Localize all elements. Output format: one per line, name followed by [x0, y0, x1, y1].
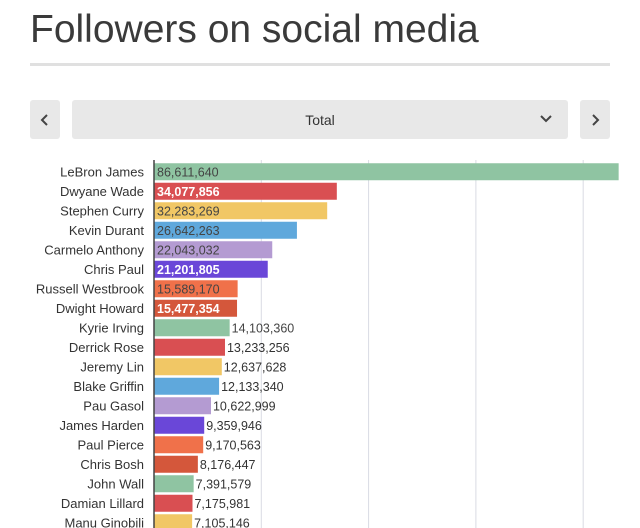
category-label: Manu Ginobili: [65, 515, 145, 528]
bar[interactable]: [154, 377, 220, 395]
value-label: 21,201,805: [157, 263, 220, 277]
value-label: 14,103,360: [232, 321, 295, 335]
category-label: Damian Lillard: [61, 496, 144, 511]
category-label: John Wall: [87, 476, 144, 491]
bar[interactable]: [154, 163, 619, 181]
next-button[interactable]: [580, 100, 610, 139]
value-label: 8,176,447: [200, 458, 256, 472]
category-label: Paul Pierce: [78, 437, 144, 452]
bar[interactable]: [154, 299, 238, 317]
bar[interactable]: [154, 514, 193, 528]
category-label: Carmelo Anthony: [44, 242, 144, 257]
bar[interactable]: [154, 280, 238, 298]
category-label: LeBron James: [60, 164, 144, 179]
bar[interactable]: [154, 494, 193, 512]
category-label: Russell Westbrook: [36, 281, 145, 296]
category-label: Kevin Durant: [69, 223, 145, 238]
category-label: Dwight Howard: [56, 301, 144, 316]
chevron-left-icon: [40, 113, 48, 126]
value-label: 9,170,563: [205, 438, 261, 452]
value-label: 15,477,354: [157, 302, 220, 316]
value-label: 34,077,856: [157, 185, 220, 199]
category-label: Chris Paul: [84, 262, 144, 277]
bar[interactable]: [154, 338, 225, 356]
bar[interactable]: [154, 397, 211, 415]
value-label: 12,637,628: [224, 360, 287, 374]
category-label: Pau Gasol: [83, 398, 144, 413]
value-label: 7,391,579: [196, 477, 252, 491]
category-label: Blake Griffin: [73, 379, 144, 394]
bar[interactable]: [154, 221, 297, 239]
previous-button[interactable]: [30, 100, 60, 139]
category-label: Dwyane Wade: [60, 184, 144, 199]
bar[interactable]: [154, 416, 205, 434]
dropdown-selected-value: Total: [305, 112, 335, 128]
metric-dropdown[interactable]: Total: [72, 100, 568, 139]
title-divider: [30, 63, 610, 66]
value-label: 7,175,981: [194, 497, 250, 511]
bar[interactable]: [154, 436, 204, 454]
bar[interactable]: [154, 358, 222, 376]
category-label: Kyrie Irving: [79, 320, 144, 335]
value-label: 9,359,946: [206, 419, 262, 433]
bar[interactable]: [154, 455, 198, 473]
bar-chart: LeBron James 86,611,640 Dwyane Wade 34,077,…: [36, 160, 619, 528]
category-label: Jeremy Lin: [80, 359, 144, 374]
category-label: Chris Bosh: [80, 457, 144, 472]
category-label: Stephen Curry: [60, 203, 144, 218]
bar[interactable]: [154, 202, 328, 220]
bar[interactable]: [154, 241, 273, 259]
bar[interactable]: [154, 182, 337, 200]
value-label: 86,611,640: [157, 165, 219, 179]
category-label: James Harden: [59, 418, 144, 433]
category-label: Derrick Rose: [69, 340, 144, 355]
value-label: 22,043,032: [157, 243, 220, 257]
value-label: 15,589,170: [157, 282, 220, 296]
value-label: 7,105,146: [194, 516, 250, 528]
chevron-down-icon: [540, 115, 552, 123]
value-label: 12,133,340: [221, 380, 284, 394]
value-label: 13,233,256: [227, 341, 290, 355]
chevron-right-icon: [592, 113, 600, 126]
chart-title: Followers on social media: [30, 8, 479, 51]
value-label: 32,283,269: [157, 204, 220, 218]
value-label: 26,642,263: [157, 224, 220, 238]
bar[interactable]: [154, 475, 194, 493]
bar[interactable]: [154, 260, 268, 278]
value-label: 10,622,999: [213, 399, 276, 413]
bar[interactable]: [154, 319, 230, 337]
